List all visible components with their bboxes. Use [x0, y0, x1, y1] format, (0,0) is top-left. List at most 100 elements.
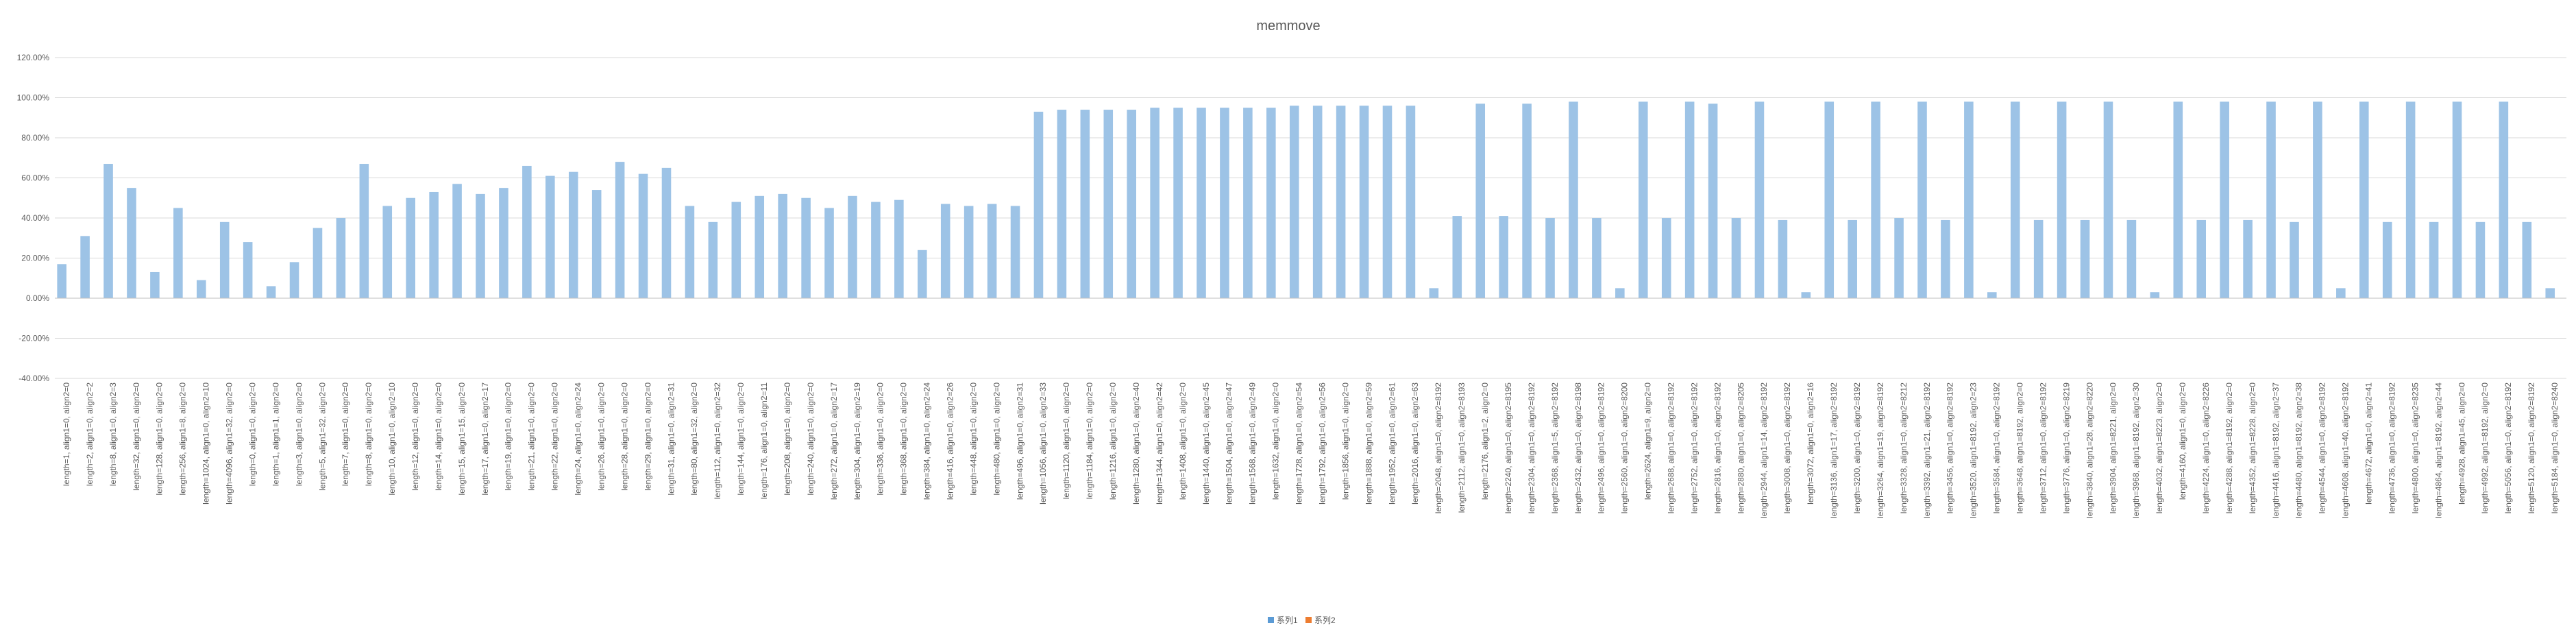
- bar: [1103, 110, 1114, 299]
- bar: [406, 197, 415, 298]
- x-tick-label: length=5056, align1=0, align2=8192: [2503, 382, 2513, 514]
- x-tick-label: length=3328, align1=0, align2=8212: [1899, 382, 1909, 514]
- bar: [1638, 101, 1648, 298]
- bar: [1197, 108, 1206, 298]
- x-tick-label: length=3712, align1=0, align2=8192: [2038, 382, 2048, 514]
- bar: [917, 250, 927, 298]
- bar: [1941, 219, 1950, 298]
- bar: [1359, 106, 1369, 298]
- x-tick-label: length=14, align1=0, align2=0: [434, 382, 443, 491]
- x-tick-label: length=128, align1=0, align2=0: [155, 382, 164, 496]
- x-tick-label: length=448, align1=0, align2=0: [968, 382, 978, 496]
- x-tick-label: length=256, align1=8, align2=0: [178, 382, 188, 496]
- bar: [1708, 104, 1718, 298]
- bar: [2266, 101, 2276, 298]
- bar: [2429, 221, 2439, 298]
- x-tick-label: length=2240, align1=0, align2=8195: [1504, 382, 1513, 514]
- x-tick-label: length=4864, align1=8192, align2=44: [2433, 382, 2443, 518]
- bar: [173, 208, 183, 298]
- bar: [1173, 108, 1183, 298]
- x-tick-label: length=5, align1=32, align2=0: [317, 382, 327, 491]
- bar: [359, 164, 369, 298]
- bar: [150, 271, 160, 298]
- y-tick-label: -40.00%: [19, 374, 49, 383]
- bar: [1312, 106, 1323, 298]
- x-tick-label: length=10, align1=0, align2=10: [387, 382, 397, 496]
- x-tick-label: length=1792, align1=0, align2=56: [1317, 382, 1327, 505]
- x-tick-label: length=4032, align1=8223, align2=0: [2155, 382, 2164, 514]
- bar: [382, 206, 393, 298]
- legend-label: 系列1: [1277, 616, 1298, 625]
- bar: [2033, 219, 2044, 298]
- bar: [615, 162, 625, 298]
- bar: [568, 171, 578, 298]
- y-tick-label: 40.00%: [21, 213, 49, 223]
- bar: [638, 173, 648, 298]
- bar: [1848, 219, 1857, 298]
- x-tick-label: length=1184, align1=0, align2=0: [1085, 382, 1094, 500]
- bar: [2313, 101, 2322, 298]
- x-tick-label: length=7, align1=0, align2=0: [341, 382, 350, 486]
- x-tick-label: length=208, align1=0, align2=0: [783, 382, 792, 496]
- bar: [894, 199, 904, 298]
- x-tick-label: length=1120, align1=0, align2=0: [1062, 382, 1071, 500]
- bar: [1569, 101, 1578, 298]
- x-tick-label: length=26, align1=0, align2=0: [596, 382, 606, 491]
- bar: [2499, 101, 2509, 298]
- bar: [1661, 218, 1671, 298]
- x-tick-label: length=2816, align1=0, align2=8192: [1713, 382, 1722, 514]
- bar: [708, 221, 718, 298]
- bar: [1894, 218, 1904, 298]
- bar: [522, 165, 532, 298]
- bar: [1336, 106, 1346, 298]
- x-tick-label: length=17, align1=0, align2=17: [480, 382, 490, 496]
- bar: [336, 218, 346, 298]
- y-tick-label: 100.00%: [17, 93, 50, 103]
- bar: [1429, 288, 1439, 298]
- bar: [1964, 101, 1974, 298]
- bar: [476, 193, 485, 298]
- x-tick-label: length=1216, align1=0, align2=0: [1108, 382, 1118, 500]
- x-tick-label: length=4416, align1=8192, align2=37: [2271, 382, 2281, 518]
- y-tick-label: -20.00%: [19, 334, 49, 343]
- x-tick-label: length=4544, align1=0, align2=8192: [2318, 382, 2327, 514]
- x-tick-label: length=416, align1=0, align2=26: [946, 382, 955, 500]
- x-tick-label: length=2752, align1=0, align2=8192: [1689, 382, 1699, 514]
- x-tick-label: length=1952, align1=0, align2=61: [1387, 382, 1397, 505]
- bar: [2545, 288, 2555, 298]
- x-tick-label: length=3648, align1=8192, align2=0: [2015, 382, 2025, 514]
- bar: [2382, 221, 2392, 298]
- bar: [2080, 219, 2090, 298]
- x-tick-label: length=3072, align1=0, align2=16: [1806, 382, 1815, 505]
- legend-swatch: [1268, 617, 1274, 623]
- x-tick-label: length=2304, align1=0, align2=8192: [1527, 382, 1536, 514]
- x-tick-label: length=80, align1=32, align2=0: [689, 382, 699, 496]
- bar: [1382, 106, 1393, 298]
- bar: [127, 188, 136, 298]
- bar: [1266, 108, 1276, 298]
- x-tick-label: length=4800, align1=0, align2=8235: [2410, 382, 2420, 514]
- x-tick-label: length=1, align1=1, align2=0: [271, 382, 280, 486]
- legend-swatch: [1305, 617, 1312, 623]
- x-tick-label: length=3520, align1=8192, align2=23: [1969, 382, 1978, 518]
- bar: [2173, 101, 2183, 298]
- bar: [2150, 292, 2160, 298]
- x-tick-label: length=3840, align1=28, align2=8220: [2085, 382, 2094, 518]
- bar: [2103, 101, 2113, 298]
- x-tick-label: length=2688, align1=0, align2=8192: [1666, 382, 1676, 514]
- bar: [940, 204, 950, 298]
- y-tick-label: 0.00%: [26, 293, 49, 303]
- x-tick-label: length=31, align1=0, align2=31: [666, 382, 676, 496]
- bar: [1615, 288, 1625, 298]
- bar: [243, 242, 253, 298]
- bar: [80, 236, 90, 298]
- x-tick-label: length=2624, align1=9, align2=0: [1643, 382, 1653, 500]
- x-tick-label: length=1408, align1=0, align2=0: [1178, 382, 1188, 500]
- x-tick-label: length=1856, align1=0, align2=0: [1340, 382, 1350, 500]
- x-tick-label: length=304, align1=0, align2=19: [852, 382, 862, 500]
- bar: [755, 195, 765, 298]
- x-tick-label: length=3584, align1=0, align2=8192: [1992, 382, 2002, 514]
- bar: [2220, 101, 2229, 298]
- x-tick-label: length=240, align1=0, align2=0: [806, 382, 815, 496]
